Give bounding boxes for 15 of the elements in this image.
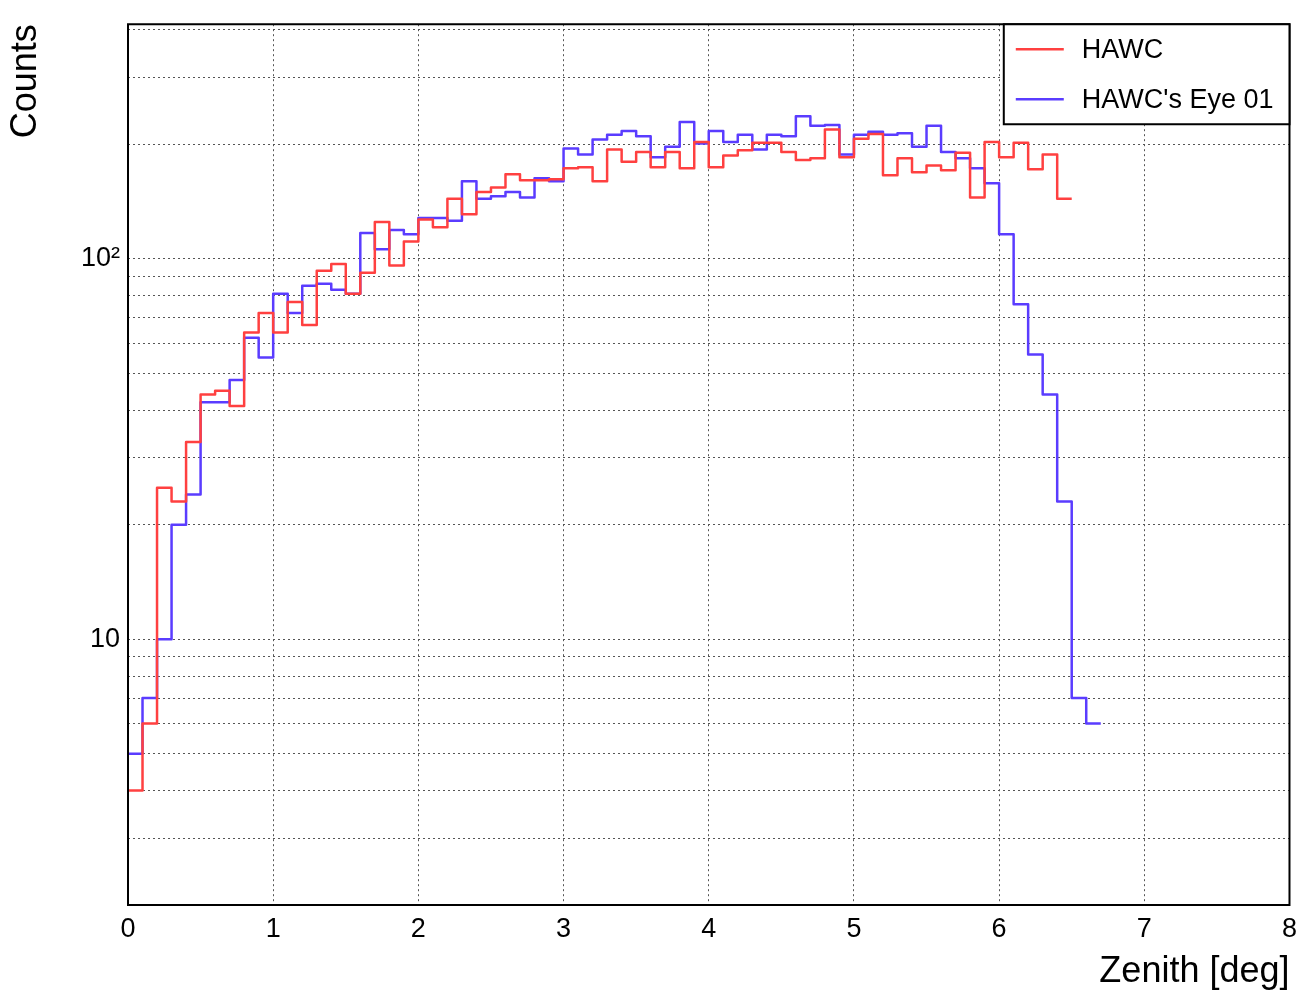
x-tick-label: 6 — [991, 912, 1007, 943]
x-tick-label: 7 — [1136, 912, 1152, 943]
x-tick-label: 4 — [701, 912, 717, 943]
legend-label: HAWC's Eye 01 — [1081, 83, 1274, 114]
y-tick-label: 10 — [89, 622, 120, 653]
x-tick-label: 5 — [846, 912, 862, 943]
x-tick-label: 1 — [265, 912, 281, 943]
x-tick-label: 8 — [1281, 912, 1298, 943]
legend-label: HAWC — [1081, 33, 1164, 64]
x-tick-label: 2 — [410, 912, 426, 943]
y-tick-label: 10² — [80, 242, 120, 273]
y-axis-title: Counts — [2, 24, 44, 139]
x-tick-label: 3 — [556, 912, 572, 943]
x-axis-title: Zenith [deg] — [1099, 949, 1290, 991]
x-tick-label: 0 — [120, 912, 136, 943]
